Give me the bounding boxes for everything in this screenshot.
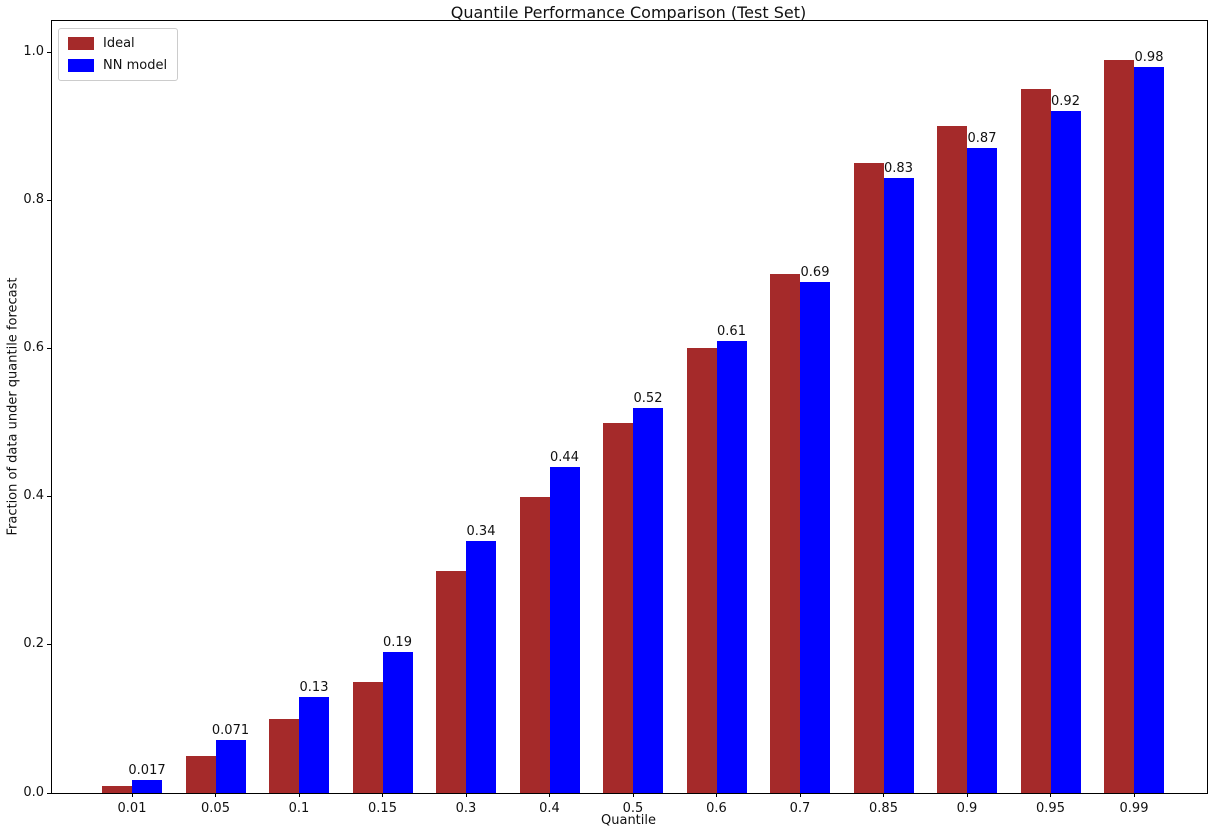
y-tick-mark — [47, 496, 51, 498]
bar-nn-model — [299, 696, 329, 793]
x-tick-mark — [716, 793, 717, 797]
bar-value-label: 0.34 — [466, 524, 496, 540]
bar-ideal — [1020, 89, 1051, 793]
bar-value-label: 0.98 — [1134, 49, 1164, 65]
bar-value-label: 0.87 — [967, 131, 997, 147]
x-tick-mark — [966, 793, 968, 797]
bar-nn-model — [633, 407, 663, 793]
x-tick-label: 0.7 — [789, 801, 811, 816]
bar-nn-model — [883, 178, 914, 793]
bar-value-label: 0.52 — [633, 390, 663, 406]
bar-nn-model — [967, 148, 997, 793]
x-tick-label: 0.15 — [368, 801, 397, 816]
bar-value-label: 0.92 — [1051, 94, 1080, 110]
bar-value-label: 0.44 — [550, 450, 579, 465]
bar-nn-model — [1134, 66, 1164, 793]
legend: Ideal NN model — [58, 28, 179, 81]
bar-ideal — [352, 681, 383, 793]
bar-value-label: 0.19 — [383, 635, 412, 651]
x-tick-mark — [382, 793, 383, 797]
y-axis-label: Fraction of data under quantile forecast — [5, 277, 21, 536]
legend-label-ideal: Ideal — [103, 36, 135, 51]
nn-model-series-swatch — [68, 59, 94, 72]
y-tick-label: 0.6 — [23, 339, 44, 355]
bar-ideal — [185, 755, 216, 793]
bar-ideal — [1104, 59, 1134, 793]
y-tick-label: 0.8 — [23, 191, 44, 207]
bar-nn-model — [800, 281, 830, 793]
bar-ideal — [603, 422, 633, 793]
bar-nn-model — [1050, 111, 1081, 793]
bar-value-label: 0.61 — [717, 324, 746, 340]
legend-item-ideal: Ideal — [68, 36, 167, 51]
y-tick-label: 0.0 — [23, 784, 44, 800]
bar-ideal — [102, 785, 132, 793]
bar-nn-model — [716, 341, 747, 793]
y-tick-mark — [47, 199, 51, 201]
x-tick-mark — [215, 793, 216, 797]
x-tick-mark — [799, 793, 801, 797]
y-tick-mark — [47, 644, 51, 646]
legend-item-nn-model: NN model — [68, 58, 167, 73]
x-tick-label: 0.01 — [117, 801, 147, 816]
bar-value-label: 0.071 — [211, 723, 250, 739]
y-tick-mark — [47, 347, 51, 349]
x-tick-mark — [1133, 793, 1135, 797]
x-tick-label: 0.85 — [869, 801, 898, 816]
x-tick-label: 0.3 — [455, 801, 477, 816]
bar-ideal — [269, 718, 299, 793]
bar-nn-model — [549, 467, 580, 793]
x-tick-label: 0.1 — [288, 801, 310, 816]
x-tick-label: 0.99 — [1119, 801, 1149, 816]
y-tick-label: 0.2 — [23, 636, 44, 652]
bar-value-label: 0.69 — [800, 264, 830, 280]
y-tick-mark — [47, 792, 51, 794]
x-tick-mark — [131, 793, 133, 797]
bar-value-label: 0.017 — [128, 763, 166, 779]
bar-ideal — [937, 126, 967, 793]
bar-ideal — [436, 570, 466, 793]
x-tick-label: 0.9 — [956, 801, 978, 816]
bar-ideal — [686, 348, 717, 793]
bar-ideal — [519, 496, 550, 793]
x-tick-mark — [1050, 793, 1051, 797]
y-tick-label: 0.4 — [23, 488, 44, 504]
x-tick-label: 0.05 — [201, 801, 230, 816]
x-tick-mark — [465, 793, 467, 797]
bar-nn-model — [132, 780, 162, 793]
x-tick-label: 0.4 — [539, 801, 560, 816]
ideal-series-swatch — [68, 37, 94, 50]
x-tick-mark — [298, 793, 300, 797]
x-tick-label: 0.6 — [706, 801, 727, 816]
x-tick-mark — [883, 793, 884, 797]
x-tick-label: 0.95 — [1036, 801, 1065, 816]
bar-nn-model — [382, 652, 413, 793]
y-tick-mark — [47, 51, 51, 53]
x-tick-mark — [549, 793, 550, 797]
plot-area: Ideal NN model 0.0 0.2 0.4 0.6 0.8 1.0 0.017 0.… — [23, 20, 1208, 816]
x-tick-mark — [632, 793, 634, 797]
bar-ideal — [770, 274, 800, 793]
bar-nn-model — [466, 541, 496, 793]
y-tick-label: 1.0 — [23, 43, 44, 59]
legend-label-nn-model: NN model — [103, 58, 168, 73]
x-tick-label: 0.5 — [622, 801, 644, 816]
bar-nn-model — [215, 740, 246, 793]
chart-title: Quantile Performance Comparison (Test Se… — [450, 3, 807, 22]
bar-value-label: 0.13 — [299, 679, 329, 695]
bar-ideal — [853, 163, 884, 793]
bar-value-label: 0.83 — [884, 161, 913, 177]
x-axis-label: Quantile — [601, 813, 656, 828]
